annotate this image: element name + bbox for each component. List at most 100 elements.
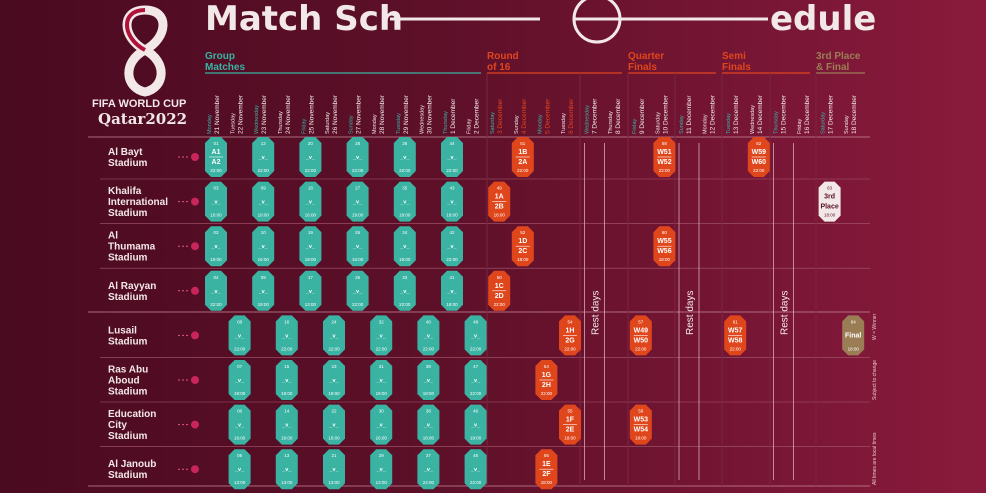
match-marker: 25 _v_ 22:00 [346, 270, 369, 311]
match-badge [393, 137, 416, 177]
match-badge [370, 404, 393, 445]
match-marker: 16 _v_ 22:00 [275, 315, 298, 356]
section-header: 3rd Place & Final [816, 51, 861, 73]
match-number: 54 [544, 364, 550, 369]
match-label: _v_ [281, 333, 292, 339]
match-number: 02 [213, 230, 219, 235]
date-label: 29 November [403, 94, 410, 134]
match-time: 22:00 [517, 168, 529, 173]
date-header: Monday 5 December [537, 98, 551, 134]
date-header: Tuesday 29 November [396, 94, 410, 134]
match-team1: W55 [657, 238, 672, 245]
date-label: 25 November [308, 94, 315, 134]
match-time: 19:00 [210, 257, 222, 262]
match-marker: 46 _v_ 18:00 [464, 404, 487, 445]
match-label: _v_ [258, 155, 269, 161]
section-header: Group Matches [205, 51, 245, 73]
rest-days-label: Rest days [779, 291, 790, 335]
match-label: _v_ [328, 333, 339, 339]
match-time: 18:00 [541, 480, 553, 485]
grid [88, 73, 870, 487]
match-team1: 1C [495, 283, 504, 290]
match-label: _v_ [281, 423, 292, 429]
rest-days-label: Rest days [591, 291, 602, 335]
stadium-name: Al Janoub Stadium [108, 459, 156, 481]
match-badge [842, 315, 865, 356]
match-marker: 56 1E 2F 18:00 [535, 449, 558, 490]
date-header: Monday 12 December [703, 94, 717, 134]
match-badge [252, 181, 275, 222]
stadium-name-line: Stadium [108, 253, 148, 264]
match-badge [464, 404, 487, 445]
match-number: 49 [497, 186, 503, 191]
date-header: Wednesday 23 November [254, 94, 268, 134]
match-marker: 60 W55 W56 18:00 [653, 226, 676, 267]
stadium-name: Al Thumama Stadium [108, 231, 156, 264]
stadium-name: Khalifa International Stadium [108, 186, 168, 219]
date-weekday: Thursday [278, 111, 284, 134]
date-label: 12 December [710, 94, 717, 134]
match-badge [228, 315, 251, 356]
match-time: 18:00 [423, 391, 435, 396]
match-time: 22:00 [423, 480, 435, 485]
match-number: 37 [426, 453, 432, 458]
match-time: 18:00 [848, 346, 860, 351]
match-number: 40 [426, 319, 432, 324]
match-marker: 44 _v_ 22:00 [441, 137, 463, 177]
match-team1: 3rd [824, 194, 835, 201]
match-label: _v_ [258, 200, 269, 206]
date-header: Saturday 10 December [655, 94, 669, 134]
date-label: 14 December [757, 94, 764, 134]
stadium-name-line: Al Rayyan [108, 281, 156, 292]
match-label: _v_ [352, 244, 363, 250]
logo-line2: Qatar2022 [98, 110, 187, 128]
match-label: _v_ [234, 378, 245, 384]
match-label: _v_ [399, 200, 410, 206]
match-label: _v_ [352, 289, 363, 295]
match-marker: 07 _v_ 19:00 [228, 360, 251, 400]
match-number: 09 [261, 186, 267, 191]
match-marker: 64 Final 18:00 [842, 315, 865, 356]
match-label: _v_ [210, 289, 221, 295]
match-badge [441, 270, 463, 311]
date-weekday: Tuesday [726, 113, 732, 134]
match-team2: W56 [657, 248, 672, 255]
match-label: _v_ [352, 155, 363, 161]
match-badge [252, 137, 275, 177]
date-weekday: Monday [372, 114, 378, 134]
match-time: 16:00 [376, 436, 388, 441]
match-marker: 17 _v_ 13:00 [299, 270, 322, 311]
match-team2: 2C [518, 248, 527, 255]
match-badge [346, 181, 369, 222]
match-time: 22:00 [446, 257, 458, 262]
match-time: 18:00 [423, 436, 435, 441]
stadium-name-line: Stadium [108, 292, 148, 303]
match-time: 22:00 [494, 302, 506, 307]
match-badge [417, 404, 440, 445]
match-marker: 14 _v_ 16:00 [275, 404, 298, 445]
match-marker: 58 W51 W52 22:00 [653, 137, 676, 177]
match-time: 16:00 [234, 436, 246, 441]
section-header: Quarter Finals [628, 51, 664, 73]
match-label: _v_ [281, 467, 292, 473]
match-label: _v_ [446, 200, 457, 206]
date-label: 10 December [662, 94, 669, 134]
match-time: 22:00 [635, 346, 647, 351]
date-weekday: Sunday [679, 115, 685, 134]
match-badge [275, 360, 298, 400]
date-label: 8 December [615, 98, 622, 134]
match-time: 22:00 [470, 480, 482, 485]
stadium-marker-icon [191, 197, 199, 206]
date-label: 7 December [592, 98, 599, 134]
stadium-name-line: Stadium [108, 387, 148, 398]
match-time: 16:00 [352, 257, 364, 262]
match-marker: 33 _v_ 22:00 [393, 270, 416, 311]
match-number: 30 [379, 409, 385, 414]
match-marker: 40 _v_ 22:00 [417, 315, 440, 356]
match-marker: 45 _v_ 22:00 [464, 449, 487, 490]
match-time: 22:00 [352, 302, 364, 307]
match-label: _v_ [305, 289, 316, 295]
date-label: 2 December [474, 98, 481, 134]
match-badge [370, 360, 393, 400]
match-marker: 38 _v_ 18:00 [417, 404, 440, 445]
